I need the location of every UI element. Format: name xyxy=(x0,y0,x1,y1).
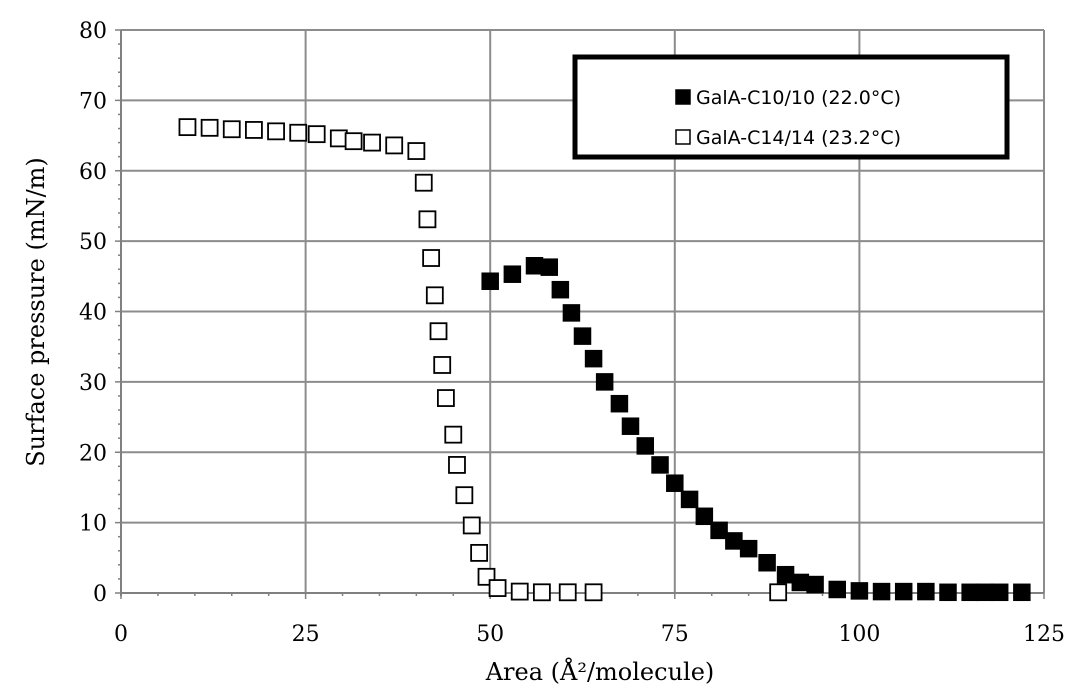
data-point-open xyxy=(307,125,326,144)
data-point-open xyxy=(289,123,308,142)
legend: GalA-C10/10 (22.0°C) GalA-C14/14 (23.2°C… xyxy=(572,54,1010,160)
data-point-filled xyxy=(595,373,614,391)
data-point-open xyxy=(267,122,285,141)
x-tick-label-50: 50 xyxy=(476,622,504,647)
data-point-filled xyxy=(850,582,869,600)
y-tick-label-10: 10 xyxy=(79,512,107,537)
data-point-filled xyxy=(939,583,957,602)
data-point-open xyxy=(429,322,448,341)
legend-marker-filled-square xyxy=(675,89,691,105)
data-point-filled xyxy=(872,582,891,601)
data-point-open xyxy=(510,582,529,601)
data-point-open xyxy=(444,425,463,444)
x-axis-label: Area (Å²/molecule) xyxy=(485,657,715,686)
data-point-open xyxy=(245,121,263,139)
data-point-open xyxy=(584,583,603,602)
legend-label-series-1: GalA-C10/10 (22.0°C) xyxy=(696,87,901,109)
x-tick-label-25: 25 xyxy=(292,622,320,647)
series-1 xyxy=(481,257,1031,602)
data-point-filled xyxy=(680,490,699,509)
data-point-open xyxy=(488,579,507,597)
data-point-open xyxy=(329,129,348,148)
data-point-filled xyxy=(503,265,522,283)
data-point-open xyxy=(418,210,437,229)
y-tick-label-60: 60 xyxy=(79,160,107,185)
data-point-open xyxy=(363,133,381,152)
y-tick-label-40: 40 xyxy=(79,301,107,326)
y-tick-label-0: 0 xyxy=(93,582,107,607)
data-point-filled xyxy=(584,349,603,368)
data-point-open xyxy=(448,456,466,474)
data-point-filled xyxy=(828,580,846,599)
data-point-filled xyxy=(636,437,655,455)
data-point-filled xyxy=(621,417,640,435)
y-axis-label: Surface pressure (mN/m) xyxy=(22,157,50,467)
data-point-filled xyxy=(525,257,544,275)
data-point-filled xyxy=(1013,583,1031,602)
legend-label-series-2: GalA-C14/14 (23.2°C) xyxy=(696,127,901,149)
data-point-open xyxy=(344,132,363,151)
data-point-open xyxy=(385,136,404,155)
data-point-open xyxy=(558,583,577,602)
data-point-filled xyxy=(540,258,559,276)
data-point-filled xyxy=(725,532,743,550)
data-point-open xyxy=(425,286,444,305)
tick-labels: 0 10 20 30 40 50 60 70 80 0 25 50 75 100 125 xyxy=(79,19,1065,647)
data-point-open xyxy=(462,516,481,535)
x-tick-label-100: 100 xyxy=(838,622,880,647)
data-point-filled xyxy=(573,327,592,345)
legend-box xyxy=(572,54,1010,160)
data-point-open xyxy=(422,249,441,267)
y-tick-label-30: 30 xyxy=(79,371,107,396)
data-point-open xyxy=(470,543,489,562)
data-point-filled xyxy=(806,575,824,594)
x-tick-label-0: 0 xyxy=(114,622,128,647)
data-point-filled xyxy=(758,553,776,572)
x-tick-label-75: 75 xyxy=(661,622,689,647)
data-point-filled xyxy=(990,583,1009,602)
data-point-open xyxy=(414,173,433,192)
y-tick-label-50: 50 xyxy=(79,230,107,255)
data-point-filled xyxy=(976,583,994,602)
data-point-filled xyxy=(666,474,684,492)
x-tick-label-125: 125 xyxy=(1023,622,1065,647)
y-tick-label-70: 70 xyxy=(79,89,107,114)
data-point-open xyxy=(436,389,455,407)
data-point-filled xyxy=(710,521,728,540)
data-point-filled xyxy=(610,394,629,413)
data-point-filled xyxy=(695,507,714,526)
data-point-open xyxy=(532,583,551,602)
data-point-filled xyxy=(481,272,499,290)
data-point-open xyxy=(200,118,219,137)
data-point-filled xyxy=(917,582,935,601)
data-point-open xyxy=(407,142,426,160)
y-tick-label-20: 20 xyxy=(79,441,107,466)
data-point-open xyxy=(455,486,474,505)
series-2 xyxy=(178,118,788,602)
data-point-filled xyxy=(791,573,810,592)
data-point-filled xyxy=(894,582,913,601)
data-point-open xyxy=(222,120,241,139)
data-point-filled xyxy=(776,565,795,584)
legend-marker-open-square xyxy=(675,129,691,145)
data-point-filled xyxy=(562,304,581,322)
data-point-open xyxy=(178,118,197,137)
data-point-open xyxy=(433,356,452,374)
data-point-filled xyxy=(961,583,979,602)
data-point-filled xyxy=(739,539,758,558)
data-point-filled xyxy=(651,456,669,474)
y-tick-label-80: 80 xyxy=(79,19,107,44)
data-point-open xyxy=(769,583,788,602)
data-point-filled xyxy=(551,280,570,299)
series xyxy=(178,118,1031,602)
